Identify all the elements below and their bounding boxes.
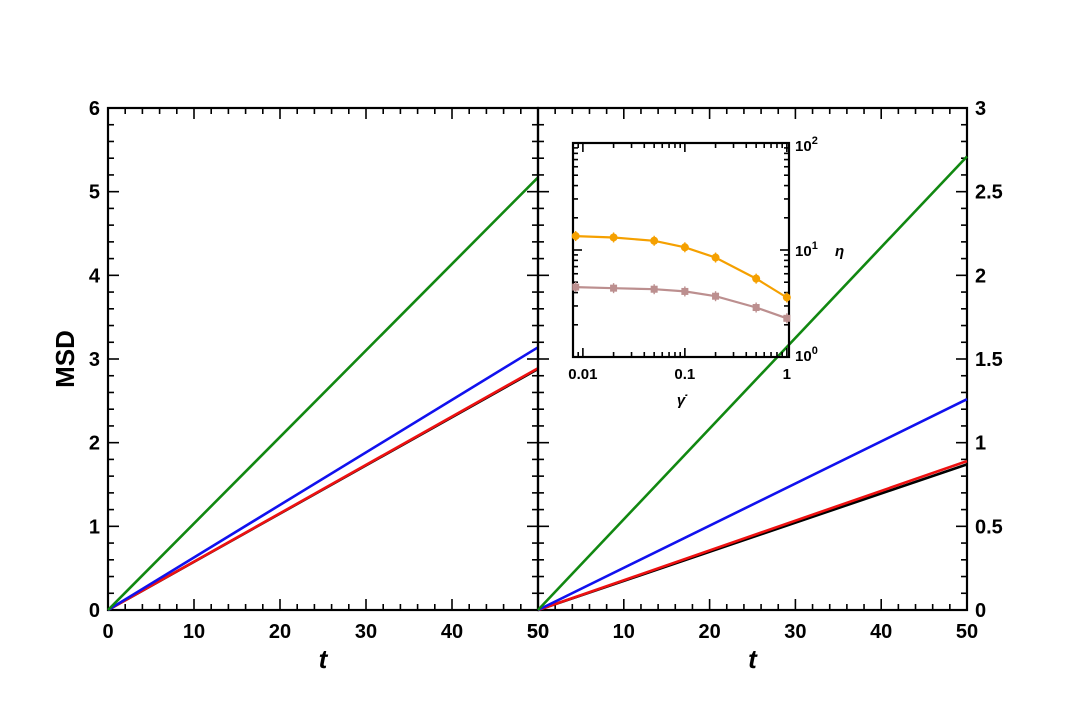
right-y-tick-label: 0 [975,600,986,622]
left-plot-frame [106,106,540,612]
inset-y-tick-base: 10 [795,138,812,155]
left-x-axis-title: t [319,644,329,674]
right-x-axis-title: t [748,644,758,674]
inset-point-0 [571,232,580,241]
left-y-tick-label: 2 [89,433,100,455]
right-y-tick-label: 2.5 [975,182,1003,204]
inset-point-0 [782,293,791,302]
inset-y-tick-exponent: 1 [812,240,818,252]
left-series-line-3 [107,176,539,611]
inset-point-0 [680,243,689,252]
inset-point-0 [609,233,618,242]
right-series-line-2 [537,398,968,612]
inset-point-0 [650,236,659,245]
left-y-axis-title: MSD [50,330,80,388]
right-x-tick-label: 50 [527,621,549,643]
right-series-line-1 [537,459,968,612]
inset-point-1 [752,304,760,312]
inset-y-axis-title: η [835,243,844,260]
inset-x-axis-title: γ̇ [677,392,688,409]
left-y-tick-label: 5 [89,182,100,204]
left-x-tick-label: 20 [269,621,291,643]
right-y-tick-label: 2 [975,265,986,287]
left-x-tick-label: 10 [183,621,205,643]
inset-point-0 [711,253,720,262]
left-panel: 0 10 20 30 40 50 0 1 2 3 4 5 6 t MSD [50,98,549,674]
inset-y-tick-label: 100 [795,345,818,365]
inset-point-1 [572,283,580,291]
left-x-tick-label: 0 [102,621,113,643]
left-y-tick-label: 4 [89,265,101,287]
inset-x-tick-label: 1 [783,366,791,383]
inset-point-1 [712,292,720,300]
left-series-line-1 [107,367,539,612]
right-y-tick-label: 3 [975,98,986,120]
inset-point-0 [752,274,761,283]
right-y-tick-label: 0.5 [975,516,1003,538]
right-y-tick-label: 1.5 [975,349,1003,371]
inset-y-tick-base: 10 [795,243,812,260]
right-series-line-3 [537,155,968,611]
inset-y-tick-label: 101 [795,240,818,260]
inset-point-1 [650,285,658,293]
inset-plot-frame [571,141,791,359]
inset-point-1 [610,284,618,292]
inset-point-1 [783,314,791,322]
inset-series-line-1 [575,286,788,320]
right-x-tick-label: 30 [784,621,806,643]
left-y-tick-label: 1 [89,516,100,538]
inset-y-tick-exponent: 0 [812,345,818,357]
right-y-tick-label: 1 [975,433,986,455]
left-y-tick-label: 3 [89,349,100,371]
left-y-tick-label: 6 [89,98,100,120]
left-x-tick-label: 40 [441,621,463,643]
inset-y-tick-base: 10 [795,348,812,365]
inset-y-tick-label: 102 [795,135,818,155]
inset-x-tick-label: 0.1 [674,366,695,383]
left-x-tick-label: 30 [355,621,377,643]
inset-point-1 [681,287,689,295]
right-x-tick-label: 20 [698,621,720,643]
right-x-tick-label: 40 [870,621,892,643]
left-series-line-2 [107,346,539,612]
inset-x-tick-label: 0.01 [568,366,597,383]
right-x-tick-label: 50 [956,621,978,643]
left-y-tick-label: 0 [89,600,100,622]
inset-y-tick-exponent: 2 [812,135,818,147]
right-x-tick-label: 10 [613,621,635,643]
left-x-tick-label: 50 [527,621,549,643]
